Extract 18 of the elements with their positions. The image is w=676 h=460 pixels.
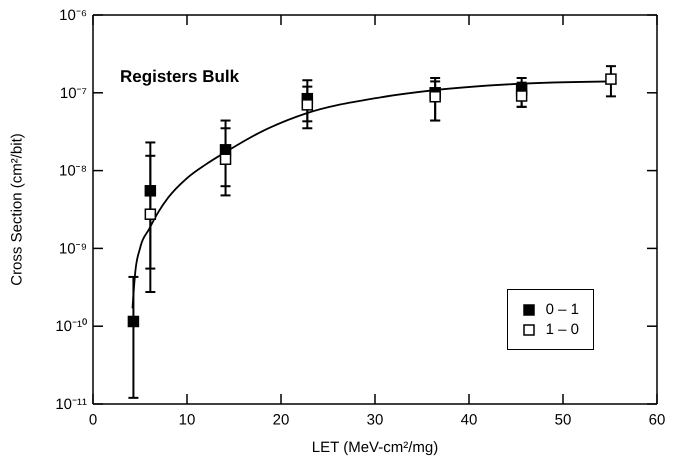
legend-label: 1 – 0 (546, 321, 579, 338)
x-axis-title: LET (MeV-cm²/mg) (312, 439, 438, 456)
y-axis-title: Cross Section (cm²/bit) (8, 133, 26, 286)
x-tick-label: 10 (178, 412, 196, 429)
y-tick-label: 10⁻¹¹ (55, 396, 87, 413)
text: Registers Bulk (120, 67, 240, 86)
x-tick-label: 20 (272, 412, 290, 429)
x-tick-label: 50 (554, 412, 572, 429)
x-tick-label: 40 (460, 412, 478, 429)
y-tick-label: 10⁻⁷ (60, 84, 87, 102)
y-tick-label: 10⁻⁸ (58, 162, 87, 180)
x-tick-label: 30 (366, 412, 384, 429)
legend-label: 0 – 1 (546, 301, 579, 318)
y-tick-label: 10⁻¹⁰ (55, 318, 87, 336)
y-tick-label: 10⁻⁶ (59, 7, 87, 24)
y-tick-label: 10⁻⁹ (58, 240, 87, 258)
x-tick-label: 0 (88, 412, 98, 429)
x-tick-label: 60 (648, 412, 666, 429)
